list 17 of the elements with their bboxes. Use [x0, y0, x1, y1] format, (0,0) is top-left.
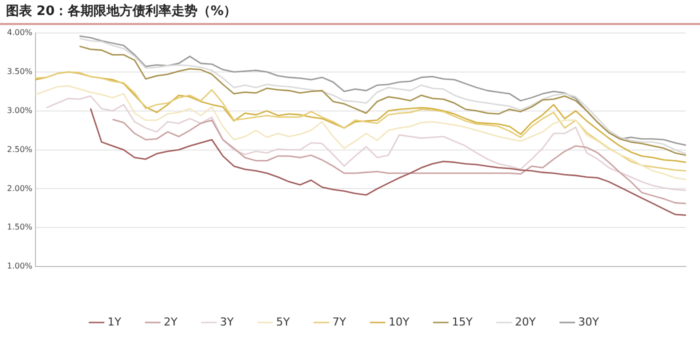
- y-tick-label: 3.50%: [6, 67, 33, 76]
- y-tick-label: 1.50%: [6, 222, 33, 232]
- y-tick-label: 2.50%: [6, 144, 33, 154]
- legend-label: 10Y: [388, 315, 410, 328]
- y-tick-label: 2.00%: [6, 184, 33, 193]
- y-tick-label: 4.00%: [6, 28, 33, 38]
- legend-label: 15Y: [452, 315, 473, 328]
- legend-label: 3Y: [220, 315, 234, 328]
- legend-label: 1Y: [108, 315, 122, 328]
- y-tick-label: 3.00%: [6, 106, 33, 115]
- legend-label: 7Y: [332, 315, 346, 328]
- legend-label: 2Y: [164, 315, 178, 328]
- legend-label: 5Y: [276, 315, 290, 328]
- legend-label: 30Y: [578, 315, 600, 328]
- y-tick-label: 1.00%: [6, 262, 33, 271]
- chart-title: 图表 20：各期限地方债利率走势（%）: [0, 0, 700, 25]
- legend-label: 20Y: [515, 315, 536, 328]
